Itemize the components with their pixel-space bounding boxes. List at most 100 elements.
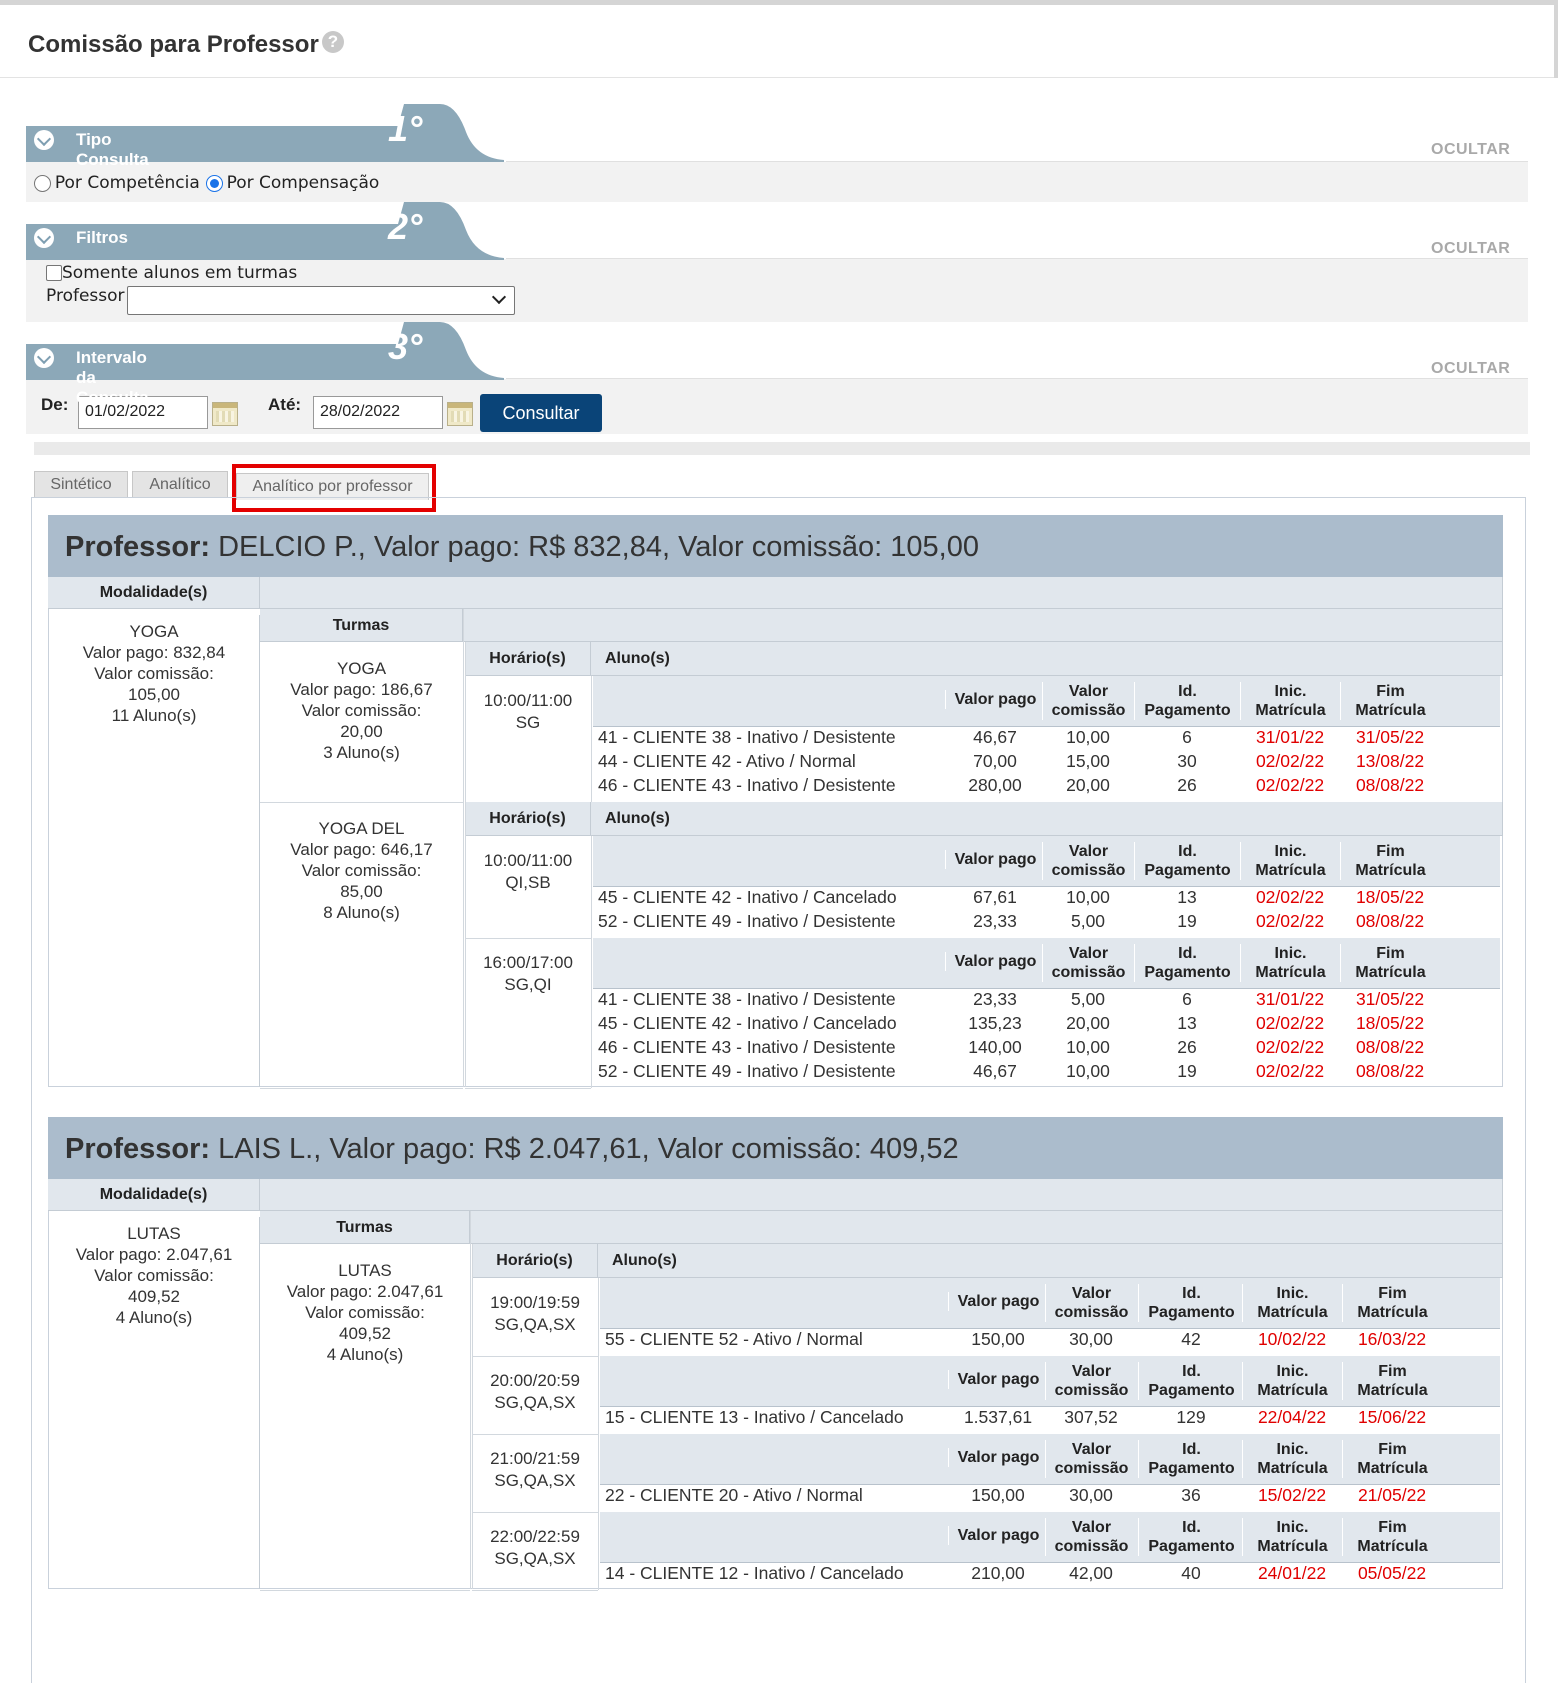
aluno-name: 41 - CLIENTE 38 - Inativo / Desistente xyxy=(598,727,896,747)
turma-line: Valor comissão: xyxy=(301,701,422,720)
horario-cell: SG,QA,SX xyxy=(494,1315,576,1334)
column-header-3: Inic. Matrícula xyxy=(1240,842,1340,880)
row-separator xyxy=(472,1590,598,1591)
radio-competencia[interactable]: Por Competência Por Compensação xyxy=(34,173,379,193)
id-pagamento: 36 xyxy=(1181,1485,1201,1505)
de-date-input[interactable]: 01/02/2022 xyxy=(78,396,208,429)
column-header-3: Inic. Matrícula xyxy=(1240,944,1340,982)
column-header-4: Fim Matrícula xyxy=(1340,944,1440,982)
professor-header: Professor: LAIS L., Valor pago: R$ 2.047… xyxy=(48,1117,1503,1179)
horario-cell: SG,QA,SX xyxy=(494,1471,576,1490)
help-icon[interactable]: ? xyxy=(322,31,344,53)
right-border xyxy=(1554,0,1558,78)
highlight-box xyxy=(232,464,436,512)
column-header-row xyxy=(600,1278,1500,1329)
aluno-name: 46 - CLIENTE 43 - Inativo / Desistente xyxy=(598,1037,896,1057)
page-title: Comissão para Professor xyxy=(28,31,319,58)
valor-comissao: 10,00 xyxy=(1066,727,1110,747)
aluno-name: 52 - CLIENTE 49 - Inativo / Desistente xyxy=(598,1061,896,1081)
professor-label: Professor: xyxy=(65,531,219,563)
fim-matricula: 15/06/22 xyxy=(1357,1407,1427,1427)
consultar-button[interactable]: Consultar xyxy=(480,394,602,432)
aluno-row: 46 - CLIENTE 43 - Inativo / Desistente 14… xyxy=(0,1036,1503,1061)
horario-divider xyxy=(591,836,592,938)
column-header-2: Id. Pagamento xyxy=(1134,944,1240,982)
aluno-row: 14 - CLIENTE 12 - Inativo / Cancelado 210… xyxy=(0,1562,1503,1587)
radio-compensacao-circle[interactable] xyxy=(205,174,223,192)
turmas-header-fill xyxy=(463,609,1503,642)
filtros-band: Somente alunos em turmas Professor xyxy=(26,259,1528,322)
column-header-2: Id. Pagamento xyxy=(1138,1518,1244,1556)
ocultar-2-link[interactable]: OCULTAR xyxy=(1431,240,1511,257)
aluno-name: 41 - CLIENTE 38 - Inativo / Desistente xyxy=(598,989,896,1009)
ocultar-3-link[interactable]: OCULTAR xyxy=(1431,360,1511,377)
aluno-name: 45 - CLIENTE 42 - Inativo / Cancelado xyxy=(598,1013,897,1033)
column-header-0: Valor pago xyxy=(948,1526,1048,1545)
somente-alunos-label: Somente alunos em turmas xyxy=(62,263,298,283)
modalidade-line: 11 Aluno(s) xyxy=(111,706,197,725)
inic-matricula: 02/02/22 xyxy=(1255,751,1325,771)
inic-matricula: 02/02/22 xyxy=(1255,1037,1325,1057)
horario-cell: QI,SB xyxy=(505,873,551,892)
inic-matricula: 02/02/22 xyxy=(1255,1061,1325,1081)
column-header-row xyxy=(593,836,1500,887)
inic-matricula: 24/01/22 xyxy=(1257,1563,1327,1583)
tab-sintetico[interactable]: Sintético xyxy=(34,471,128,497)
valor-pago: 46,67 xyxy=(973,1061,1017,1081)
row-separator xyxy=(472,1512,598,1513)
tab-analitico-por-professor[interactable]: Analítico por professor xyxy=(236,473,429,500)
modalidade-header-fill xyxy=(260,1179,1503,1211)
column-header-1: Valor comissão xyxy=(1042,682,1134,720)
column-header-4: Fim Matrícula xyxy=(1342,1362,1442,1400)
intervalo-band: De: 01/02/2022 Até: 28/02/2022 Consultar xyxy=(26,379,1528,434)
turma-line: 3 Aluno(s) xyxy=(323,743,400,762)
radio-competencia-circle[interactable] xyxy=(34,174,51,192)
tipo-consulta-band: Por Competência Por Compensação xyxy=(26,162,1528,202)
valor-comissao: 42,00 xyxy=(1069,1563,1113,1583)
modalidade-line: Valor comissão: xyxy=(94,1266,214,1285)
fim-matricula: 13/08/22 xyxy=(1355,751,1425,771)
aluno-name: 52 - CLIENTE 49 - Inativo / Desistente xyxy=(598,911,896,931)
professor-select[interactable] xyxy=(127,286,515,315)
aluno-name: 46 - CLIENTE 43 - Inativo / Desistente xyxy=(598,775,896,795)
turmas-header: Turmas xyxy=(260,1211,470,1244)
column-header-row xyxy=(600,1356,1500,1407)
turma-line: Valor pago: 186,67 xyxy=(290,680,433,699)
calendar-icon[interactable] xyxy=(447,402,473,426)
turma-line: YOGA xyxy=(336,659,387,678)
valor-pago: 23,33 xyxy=(973,989,1017,1009)
id-pagamento: 42 xyxy=(1181,1329,1201,1349)
valor-comissao: 20,00 xyxy=(1066,775,1110,795)
ate-label: Até: xyxy=(268,395,302,414)
somente-alunos-option[interactable]: Somente alunos em turmas xyxy=(46,263,297,283)
tab-analitico[interactable]: Analítico xyxy=(132,471,228,497)
id-pagamento: 19 xyxy=(1177,1061,1197,1081)
alunos-header: Aluno(s) xyxy=(591,802,1503,836)
fim-matricula: 08/08/22 xyxy=(1355,1061,1425,1081)
turma-line: 409,52 xyxy=(339,1324,391,1343)
horarios-header: Horário(s) xyxy=(465,642,591,676)
ate-date-input[interactable]: 28/02/2022 xyxy=(313,396,443,429)
professor-summary: DELCIO P., Valor pago: R$ 832,84, Valor … xyxy=(218,531,979,563)
horario-cell: 10:00/11:00 xyxy=(483,691,573,710)
column-header-row xyxy=(593,938,1500,989)
aluno-name: 14 - CLIENTE 12 - Inativo / Cancelado xyxy=(605,1563,904,1583)
valor-pago: 280,00 xyxy=(968,775,1022,795)
horario-cell: 10:00/11:00 xyxy=(483,851,573,870)
modalidade-line: LUTAS xyxy=(127,1224,181,1243)
valor-pago: 135,23 xyxy=(968,1013,1022,1033)
somente-alunos-checkbox[interactable] xyxy=(46,265,62,281)
column-header-2: Id. Pagamento xyxy=(1138,1362,1244,1400)
step-1-label: Tipo Consulta xyxy=(76,130,149,169)
ocultar-1-link[interactable]: OCULTAR xyxy=(1431,141,1511,158)
valor-comissao: 20,00 xyxy=(1066,1013,1110,1033)
divider xyxy=(506,161,1528,162)
column-header-1: Valor comissão xyxy=(1045,1440,1137,1478)
modalidade-line: 105,00 xyxy=(128,685,180,704)
turmas-header-fill xyxy=(470,1211,1503,1244)
calendar-icon[interactable] xyxy=(212,402,238,426)
professor-header: Professor: DELCIO P., Valor pago: R$ 832… xyxy=(48,515,1503,577)
row-separator xyxy=(472,1434,598,1435)
column-header-0: Valor pago xyxy=(948,1292,1048,1311)
divider xyxy=(506,378,1528,379)
